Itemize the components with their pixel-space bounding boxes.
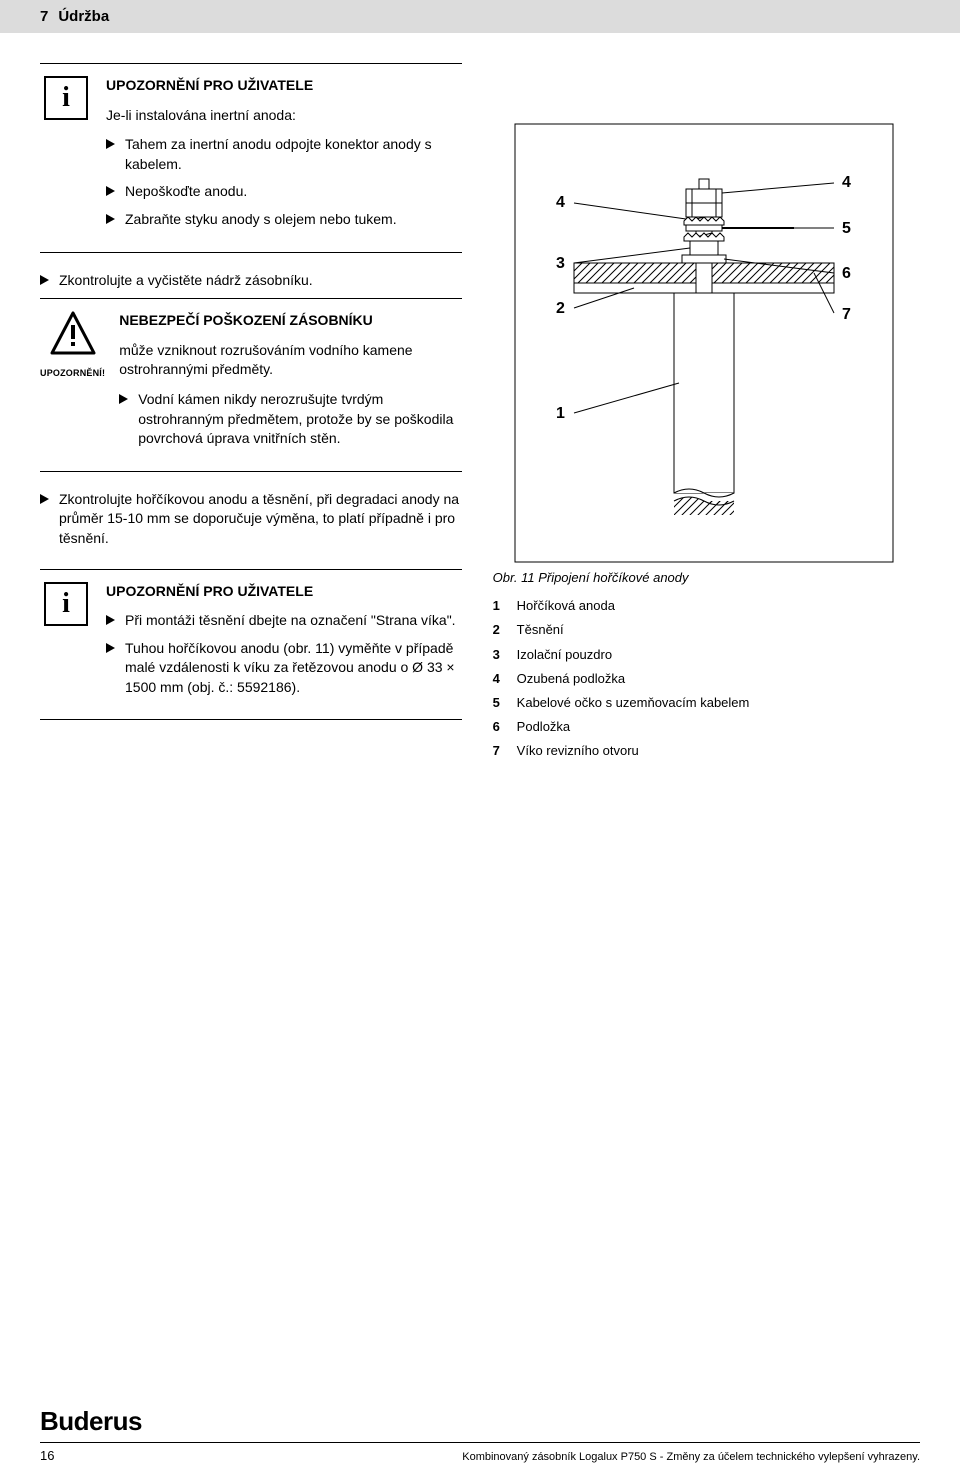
triangle-icon bbox=[106, 186, 115, 196]
info-icon: i bbox=[44, 582, 88, 626]
figure-caption: Obr. 11 Připojení hořčíkové anody bbox=[493, 569, 915, 587]
callout-7: 7 bbox=[842, 306, 851, 323]
legend-row: 7Víko revizního otvoru bbox=[493, 742, 915, 760]
section-number: 7 bbox=[40, 6, 58, 27]
callout-4-right: 4 bbox=[842, 174, 851, 191]
warning-box-damage: UPOZORNĚNÍ! NEBEZPEČÍ POŠKOZENÍ ZÁSOBNÍK… bbox=[40, 298, 462, 472]
callout-2: 2 bbox=[556, 300, 565, 317]
triangle-icon bbox=[106, 643, 115, 653]
info1-bullet: Zabraňte styku anody s olejem nebo tukem… bbox=[106, 210, 462, 230]
triangle-icon bbox=[119, 394, 128, 404]
outer-bullet-1: Zkontrolujte a vyčistěte nádrž zásobníku… bbox=[40, 271, 462, 291]
info2-bullet: Tuhou hořčíkovou anodu (obr. 11) vyměňte… bbox=[106, 639, 462, 698]
callout-5: 5 bbox=[842, 220, 851, 237]
outer-bullet-2: Zkontrolujte hořčíkovou anodu a těsnění,… bbox=[40, 490, 462, 549]
section-title: Údržba bbox=[58, 6, 109, 27]
legend-row: 4Ozubená podložka bbox=[493, 670, 915, 688]
triangle-icon bbox=[106, 615, 115, 625]
diagram-svg: 4 3 2 1 4 5 6 7 bbox=[514, 123, 894, 563]
legend-row: 3Izolační pouzdro bbox=[493, 646, 915, 664]
info-icon: i bbox=[44, 76, 88, 120]
triangle-icon bbox=[40, 494, 49, 504]
page-footer: Buderus 16 Kombinovaný zásobník Logalux … bbox=[40, 1403, 920, 1465]
footer-text: Kombinovaný zásobník Logalux P750 S - Zm… bbox=[462, 1450, 920, 1465]
info1-title: UPOZORNĚNÍ PRO UŽIVATELE bbox=[106, 76, 462, 96]
legend-row: 1Hořčíková anoda bbox=[493, 597, 915, 615]
info2-title: UPOZORNĚNÍ PRO UŽIVATELE bbox=[106, 582, 462, 602]
info1-bullet: Nepoškoďte anodu. bbox=[106, 182, 462, 202]
info2-bullet: Při montáži těsnění dbejte na označení "… bbox=[106, 611, 462, 631]
warn-title: NEBEZPEČÍ POŠKOZENÍ ZÁSOBNÍKU bbox=[119, 311, 462, 331]
brand-logo: Buderus bbox=[40, 1403, 920, 1439]
warn-bullet: Vodní kámen nikdy nerozrušujte tvrdým os… bbox=[119, 390, 462, 449]
triangle-icon bbox=[106, 214, 115, 224]
warning-icon bbox=[50, 311, 96, 357]
legend-row: 6Podložka bbox=[493, 718, 915, 736]
info1-subtext: Je-li instalována inertní anoda: bbox=[106, 106, 462, 126]
warn-subtext: může vzniknout rozrušováním vodního kame… bbox=[119, 341, 462, 380]
callout-4-left: 4 bbox=[556, 194, 565, 211]
callout-6: 6 bbox=[842, 265, 851, 282]
info-box-user-notice-2: i UPOZORNĚNÍ PRO UŽIVATELE Při montáži t… bbox=[40, 569, 462, 721]
callout-3: 3 bbox=[556, 255, 565, 272]
callout-1: 1 bbox=[556, 405, 565, 422]
triangle-icon bbox=[106, 139, 115, 149]
legend-row: 2Těsnění bbox=[493, 621, 915, 639]
figure-legend: 1Hořčíková anoda 2Těsnění 3Izolační pouz… bbox=[493, 597, 915, 760]
info1-bullet: Tahem za inertní anodu odpojte konektor … bbox=[106, 135, 462, 174]
warning-icon-label: UPOZORNĚNÍ! bbox=[40, 367, 105, 380]
figure-anode-connection: 4 3 2 1 4 5 6 7 Obr. 11 Připojení hořčík… bbox=[493, 123, 915, 761]
legend-row: 5Kabelové očko s uzemňovacím kabelem bbox=[493, 694, 915, 712]
section-header: 7 Údržba bbox=[0, 0, 960, 33]
page-number: 16 bbox=[40, 1447, 54, 1465]
info-box-user-notice-1: i UPOZORNĚNÍ PRO UŽIVATELE Je-li instalo… bbox=[40, 63, 462, 253]
triangle-icon bbox=[40, 275, 49, 285]
